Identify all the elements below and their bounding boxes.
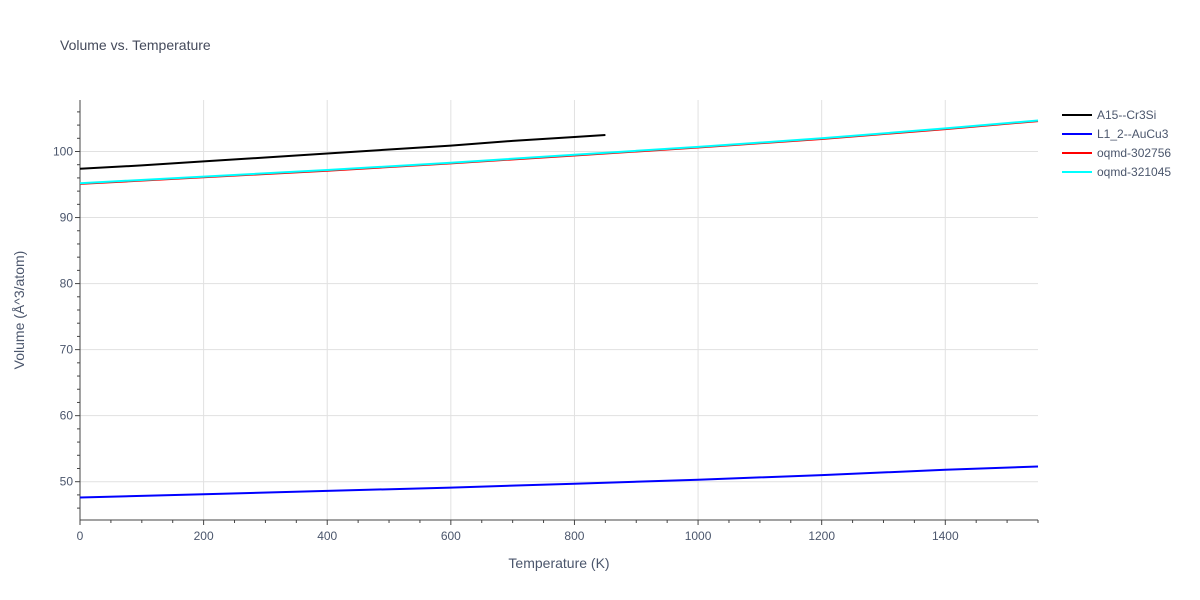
legend-item[interactable]: oqmd-302756: [1062, 146, 1171, 160]
series-line-1: [79, 465, 1039, 499]
x-tick-label: 1000: [685, 529, 712, 543]
x-tick-label: 200: [194, 529, 214, 543]
legend-label: oqmd-302756: [1097, 146, 1171, 160]
y-tick-label: 100: [53, 145, 73, 159]
grid-lines: [80, 100, 1038, 520]
y-tick-label: 50: [60, 475, 74, 489]
chart-title: Volume vs. Temperature: [60, 37, 211, 53]
y-tick-label: 90: [60, 211, 74, 225]
x-tick-label: 0: [77, 529, 84, 543]
legend-item[interactable]: A15--Cr3Si: [1062, 108, 1156, 122]
x-tick-label: 800: [564, 529, 584, 543]
legend-item[interactable]: oqmd-321045: [1062, 165, 1171, 179]
x-tick-label: 1200: [808, 529, 835, 543]
y-tick-label: 60: [60, 409, 74, 423]
x-tick-label: 600: [441, 529, 461, 543]
series-line-0: [79, 134, 606, 170]
series-line-3: [79, 119, 1039, 185]
y-axis-title: Volume (Å^3/atom): [11, 251, 27, 370]
series-lines: [79, 119, 1039, 499]
x-tick-label: 400: [317, 529, 337, 543]
legend[interactable]: A15--Cr3Si L1_2--AuCu3 oqmd-302756 oqmd-321…: [1062, 108, 1171, 179]
x-axis-title: Temperature (K): [508, 555, 609, 571]
x-tick-label: 1400: [932, 529, 959, 543]
y-tick-label: 70: [60, 343, 74, 357]
y-tick-label: 80: [60, 277, 74, 291]
legend-label: oqmd-321045: [1097, 165, 1171, 179]
legend-item[interactable]: L1_2--AuCu3: [1062, 127, 1169, 141]
axes: 0 200 400 600 800 1000 1200 1400 50 60 70 80 90 100: [53, 100, 1039, 543]
legend-label: L1_2--AuCu3: [1097, 127, 1169, 141]
legend-label: A15--Cr3Si: [1097, 108, 1156, 122]
